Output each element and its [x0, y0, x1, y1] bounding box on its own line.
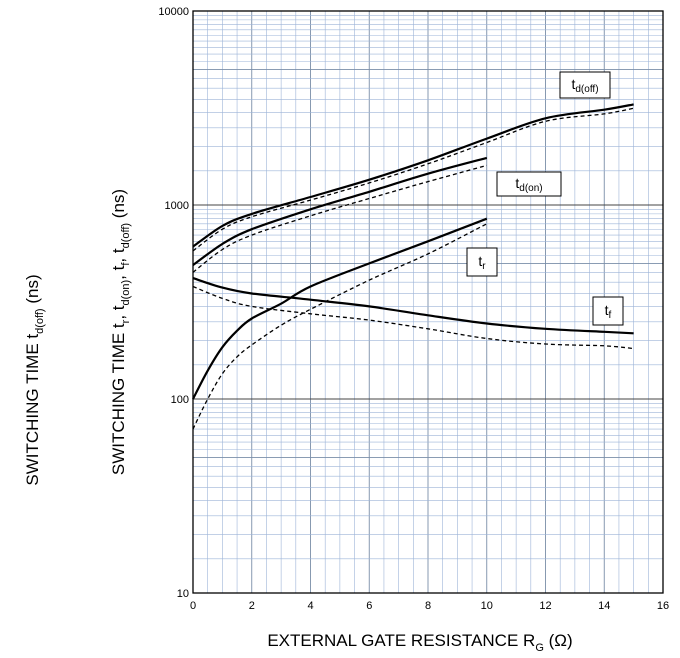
y-axis-title-right-main: SWITCHING TIME t [109, 323, 128, 475]
chart-grid [193, 11, 663, 593]
series-line-8-dashed [192, 285, 634, 350]
series-line-6-dashed [192, 223, 488, 430]
x-tick-label: 0 [190, 600, 196, 612]
y-axis-title-right: SWITCHING TIME tr, td(on), tf, td(off) (… [109, 189, 132, 475]
y-axis-title-left-main: SWITCHING TIME t [23, 334, 42, 486]
series-line-7-solid [192, 277, 634, 335]
y-tick-label: 10000 [158, 6, 189, 18]
x-axis-title: EXTERNAL GATE RESISTANCE RG (Ω) [267, 631, 572, 654]
callout-sub: r [482, 261, 486, 272]
callout-label: td(off) [571, 76, 598, 95]
y-axis-title-right-sub-3: f [120, 262, 132, 266]
callout-label: tf [605, 302, 612, 321]
callout-main: t [515, 175, 519, 191]
x-tick-label: 2 [249, 600, 255, 612]
x-axis-title-unit: (Ω) [544, 631, 573, 650]
series-line-5-solid [192, 217, 488, 400]
callout-sub: f [609, 310, 612, 321]
callout-box-f [592, 296, 624, 326]
y-tick-label: 1000 [165, 200, 189, 212]
y-axis-title-left-unit: (ns) [23, 274, 42, 308]
series-line-3-solid [192, 156, 488, 266]
y-axis-title-right-text-1: , t [109, 305, 128, 319]
y-axis-title-left: SWITCHING TIME td(off) (ns) [23, 274, 46, 485]
callout-box-don [496, 171, 562, 197]
y-axis-title-right-text-4: (ns) [109, 189, 128, 223]
callout-label: tr [478, 253, 486, 272]
y-axis-title-right-sub-2: d(on) [120, 280, 132, 306]
callout-box-r [466, 247, 498, 277]
x-tick-label: 16 [657, 600, 669, 612]
y-axis-ticks: 10 100 1000 10000 [158, 6, 189, 600]
callout-main: t [478, 253, 482, 269]
x-axis-ticks: 0 2 4 6 8 10 12 14 16 [190, 600, 669, 612]
x-tick-label: 4 [307, 600, 313, 612]
y-axis-title-right-sub-1: r [120, 319, 132, 323]
x-tick-label: 12 [539, 600, 551, 612]
callout-main: t [605, 302, 609, 318]
callout-sub: d(on) [519, 183, 542, 194]
y-axis-title-right-sub-4: d(off) [120, 223, 132, 248]
x-tick-label: 14 [598, 600, 610, 612]
callout-main: t [571, 76, 575, 92]
callout-label: td(on) [515, 175, 542, 194]
y-axis-title-right-text-2: , t [109, 265, 128, 279]
plot-border [192, 10, 664, 594]
callout-sub: d(off) [575, 84, 598, 95]
x-axis-title-main: EXTERNAL GATE RESISTANCE R [267, 631, 535, 650]
x-axis-title-sub: G [535, 642, 544, 654]
callout-box-doff [559, 71, 611, 99]
series-line-2-dashed [192, 107, 634, 252]
x-tick-label: 6 [366, 600, 372, 612]
y-tick-label: 10 [177, 588, 189, 600]
x-tick-label: 8 [425, 600, 431, 612]
x-tick-label: 10 [481, 600, 493, 612]
chart-series [192, 103, 634, 430]
series-line-1-solid [192, 103, 634, 248]
series-line-4-dashed [192, 164, 487, 273]
y-axis-title-right-text-3: , t [109, 248, 128, 262]
y-tick-label: 100 [171, 394, 189, 406]
y-axis-title-left-sub: d(off) [34, 308, 46, 333]
